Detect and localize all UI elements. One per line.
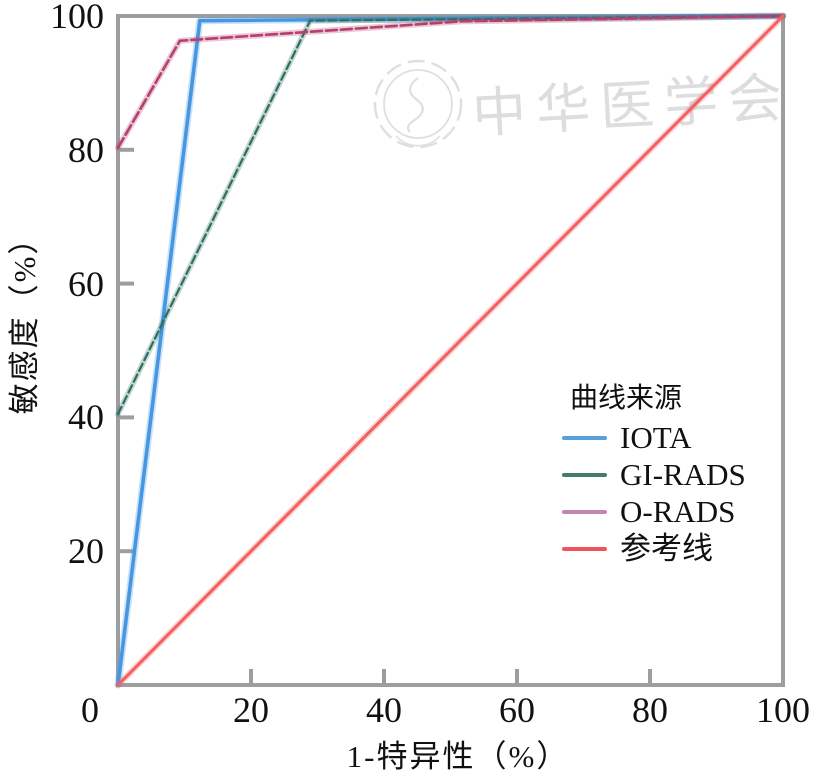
x-tick-label: 80 (632, 690, 668, 730)
legend-item-o-rads: O-RADS (562, 493, 746, 530)
y-tick-label: 40 (68, 397, 104, 438)
y-tick-label: 60 (68, 263, 104, 304)
y-axis-title: 敏感度（%） (7, 221, 42, 415)
legend-swatch-gi-rads (562, 472, 607, 477)
x-tick-label: 20 (233, 690, 269, 730)
plot-border (116, 14, 785, 687)
curve-o-rads (116, 14, 785, 150)
x-tick-label: 0 (81, 690, 99, 730)
legend: 曲线来源 IOTA GI-RADS O-RADS 参考线 (562, 383, 746, 567)
plot-frame (116, 14, 785, 687)
legend-swatch-iota (562, 435, 607, 440)
legend-item-iota: IOTA (562, 419, 746, 456)
roc-curves (114, 12, 787, 689)
legend-swatch-o-rads (562, 509, 607, 514)
legend-item-gi-rads: GI-RADS (562, 456, 746, 493)
watermark-emblem-icon (373, 59, 463, 149)
y-tick-label: 80 (68, 129, 104, 170)
legend-item-reference-line: 参考线 (562, 530, 746, 567)
tick-marks (118, 147, 652, 685)
x-tick-label: 60 (499, 690, 535, 730)
x-tick-label: 100 (756, 690, 810, 730)
legend-label-gi-rads: GI-RADS (620, 456, 746, 492)
legend-label-o-rads: O-RADS (620, 493, 736, 529)
x-tick-label: 40 (366, 690, 402, 730)
x-axis-title: 1-特异性（%） (346, 739, 570, 774)
legend-title: 曲线来源 (570, 383, 683, 414)
legend-swatch-reference-line (562, 546, 607, 551)
legend-label-reference-line: 参考线 (620, 530, 713, 566)
y-tick-label: 100 (50, 0, 104, 36)
legend-label-iota: IOTA (620, 419, 692, 455)
y-tick-label: 20 (68, 531, 104, 572)
curve-reference-line (116, 14, 785, 687)
